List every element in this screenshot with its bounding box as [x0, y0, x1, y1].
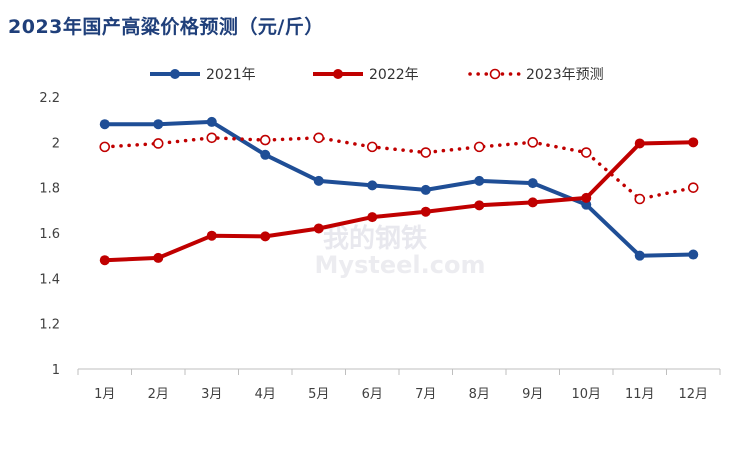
x-tick-label: 8月: [469, 387, 490, 402]
data-point-1: [527, 178, 538, 189]
data-point-3: [580, 147, 592, 158]
legend-label-2: 2022年: [369, 67, 419, 83]
data-point-2: [420, 206, 431, 217]
series-line-1: [104, 119, 694, 258]
data-point-1: [206, 116, 217, 127]
x-tick-label: 2月: [148, 387, 169, 402]
legend-label-1: 2021年: [206, 67, 256, 83]
legend-label-3: 2023年预测: [526, 67, 604, 83]
data-point-2: [260, 231, 271, 242]
y-tick-label: 1.4: [39, 272, 60, 287]
y-tick-label: 1.6: [39, 227, 60, 242]
data-point-2: [688, 137, 699, 148]
data-point-2: [474, 200, 485, 211]
legend: 2021年 2022年 2023年预测: [150, 67, 604, 83]
data-point-3: [152, 138, 164, 149]
chart-title: 2023年国产高粱价格预测（元/斤）: [8, 16, 324, 38]
data-point-3: [634, 193, 646, 205]
data-point-2: [313, 223, 324, 234]
legend-marker-3: [489, 68, 501, 80]
data-point-3: [527, 137, 539, 148]
series-line-2: [104, 140, 694, 263]
data-point-2: [527, 197, 538, 208]
data-point-2: [581, 192, 592, 203]
series-layer: [99, 116, 699, 266]
data-point-3: [313, 132, 325, 144]
y-tick-label: 2.2: [39, 91, 60, 106]
data-point-3: [420, 147, 432, 158]
data-point-2: [634, 138, 645, 149]
data-point-1: [367, 180, 378, 191]
axes: 1月 2月 3月 4月 5月 6月 7月 8月 9月 10月 11月 12月 1 1.2 1.4 1.6 1.8…: [39, 91, 721, 402]
watermark-en: Mysteel.com: [315, 251, 486, 279]
x-tick-label: 10月: [571, 387, 601, 402]
data-point-1: [474, 175, 485, 186]
x-tick-label: 5月: [308, 387, 329, 402]
data-point-3: [687, 182, 699, 193]
data-point-2: [153, 252, 164, 263]
data-point-2: [99, 255, 110, 266]
data-point-2: [367, 212, 378, 223]
data-point-2: [206, 230, 217, 241]
x-tick-label: 1月: [94, 387, 115, 402]
x-tick-label: 4月: [255, 387, 276, 402]
data-point-3: [206, 132, 218, 144]
x-tick-label: 7月: [415, 387, 436, 402]
data-point-1: [153, 119, 164, 130]
data-point-1: [634, 250, 645, 261]
y-tick-label: 1: [52, 363, 60, 378]
data-point-3: [259, 134, 271, 146]
data-point-1: [260, 149, 271, 160]
data-point-1: [420, 184, 431, 195]
y-tick-label: 1.8: [39, 182, 60, 197]
data-point-3: [473, 141, 485, 153]
data-point-3: [99, 141, 111, 153]
series-line-3: [103, 136, 696, 201]
watermark-cn: 我的钢铁: [323, 223, 427, 254]
legend-marker-2: [333, 69, 343, 79]
data-point-1: [688, 249, 699, 260]
x-tick-label: 11月: [625, 387, 655, 402]
data-point-1: [99, 119, 110, 130]
y-tick-label: 1.2: [39, 318, 60, 333]
x-tick-label: 6月: [362, 387, 383, 402]
x-tick-label: 9月: [522, 387, 543, 402]
data-point-1: [313, 175, 324, 186]
x-tick-label: 3月: [201, 387, 222, 402]
data-point-3: [366, 141, 378, 153]
y-tick-label: 2: [52, 136, 60, 151]
x-tick-label: 12月: [678, 387, 708, 402]
legend-marker-1: [170, 69, 180, 79]
